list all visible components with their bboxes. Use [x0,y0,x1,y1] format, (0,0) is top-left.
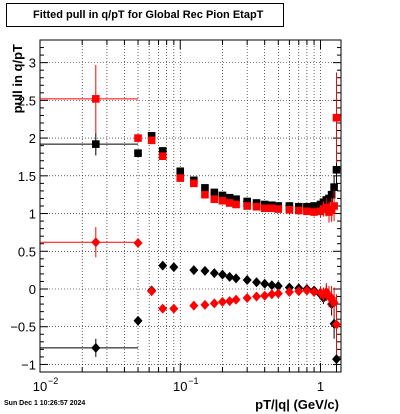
timestamp: Sun Dec 1 10:26:57 2024 [4,400,86,407]
data-point-square [332,113,341,122]
data-point-diamond [225,271,235,282]
data-point-square [285,205,294,214]
data-point-square [294,206,303,215]
y-tick-label: 3 [29,56,36,71]
data-point-diamond [169,303,179,314]
data-point-square [218,196,227,205]
data-point-square [225,193,234,202]
data-point-square [201,184,209,192]
data-point-square [158,147,167,155]
data-point-diamond [189,300,199,311]
x-tick-label: 10 [173,379,187,394]
x-tick-label: 1 [317,379,324,394]
data-point-diamond [225,296,235,307]
data-point-diamond [260,290,270,301]
data-point-square [176,174,185,182]
y-tick-label: −1 [21,357,36,372]
data-point-diamond [147,286,157,297]
chart-title: Fitted pull in q/pT for Global Rec Pion … [33,9,264,21]
data-point-square [303,202,311,211]
data-point-diamond [133,315,143,326]
data-point-square [92,140,100,148]
data-point-diamond [252,291,262,302]
data-point-square [232,200,240,209]
y-tick-label: 0 [29,282,36,297]
x-tick-exponent: −2 [48,376,58,386]
data-point-square [330,183,338,191]
y-tick-label: 2 [29,131,36,146]
data-point-diamond [273,280,283,291]
data-point-diamond [158,303,168,314]
y-axis-title: pull in q/pT [10,44,25,113]
data-point-square [310,202,318,210]
data-point-diamond [200,299,210,310]
data-point-square [260,204,269,213]
y-tick-label: 0.5 [18,244,36,259]
data-point-diamond [331,354,341,365]
data-point-diamond [252,277,262,288]
data-point-diamond [267,280,277,291]
data-point-diamond [231,273,241,284]
data-point-diamond [200,265,210,276]
data-point-diamond [260,278,270,289]
data-point-diamond [331,319,341,330]
data-point-square [147,132,156,140]
data-point-diamond [273,288,283,299]
y-tick-label: −0.5 [10,320,36,335]
x-tick-exponent: −1 [188,376,198,386]
data-point-square [218,191,227,200]
data-point-square [322,203,331,212]
data-point-square [252,202,261,211]
data-point-square [232,195,240,204]
data-point-square [147,136,156,145]
data-point-square [190,179,198,188]
data-point-diamond [231,294,241,305]
data-point-diamond [217,269,227,280]
data-point-diamond [242,293,252,304]
y-tick-label: 1 [29,207,36,222]
data-point-diamond [91,237,101,248]
data-point-square [327,190,336,199]
data-point-square [210,188,219,197]
data-point-diamond [209,298,219,309]
data-point-square [201,190,209,199]
chart-title-box: Fitted pull in q/pT for Global Rec Pion … [6,3,284,27]
data-point-diamond [133,237,143,248]
y-tick-label: 1.5 [18,169,36,184]
data-point-square [330,202,338,210]
data-point-diamond [242,274,252,285]
data-point-square [92,95,100,103]
data-point-square [310,208,318,216]
y-tick-label: 2.5 [18,93,36,108]
data-point-diamond [284,287,294,298]
data-point-square [176,167,185,176]
data-point-diamond [169,262,179,273]
data-point-square [134,149,142,157]
data-point-diamond [302,285,312,296]
data-point-square [134,134,142,142]
data-point-diamond [267,289,277,300]
data-point-diamond [158,260,168,271]
x-axis-title: pT/|q| (GeV/c) [255,397,339,412]
data-point-square [158,152,167,160]
data-point-diamond [189,265,199,276]
data-point-square [210,195,219,204]
data-point-square [303,207,311,216]
x-tick-label: 10 [33,379,47,394]
data-point-diamond [91,342,101,353]
data-point-diamond [294,286,304,297]
data-point-diamond [309,287,319,298]
data-point-square [332,165,341,174]
data-point-square [268,204,276,213]
data-point-square [225,199,234,207]
data-point-diamond [217,296,227,307]
data-point-square [243,202,251,210]
data-point-diamond [209,268,219,279]
data-point-square [274,205,283,213]
data-point-square [243,197,251,206]
